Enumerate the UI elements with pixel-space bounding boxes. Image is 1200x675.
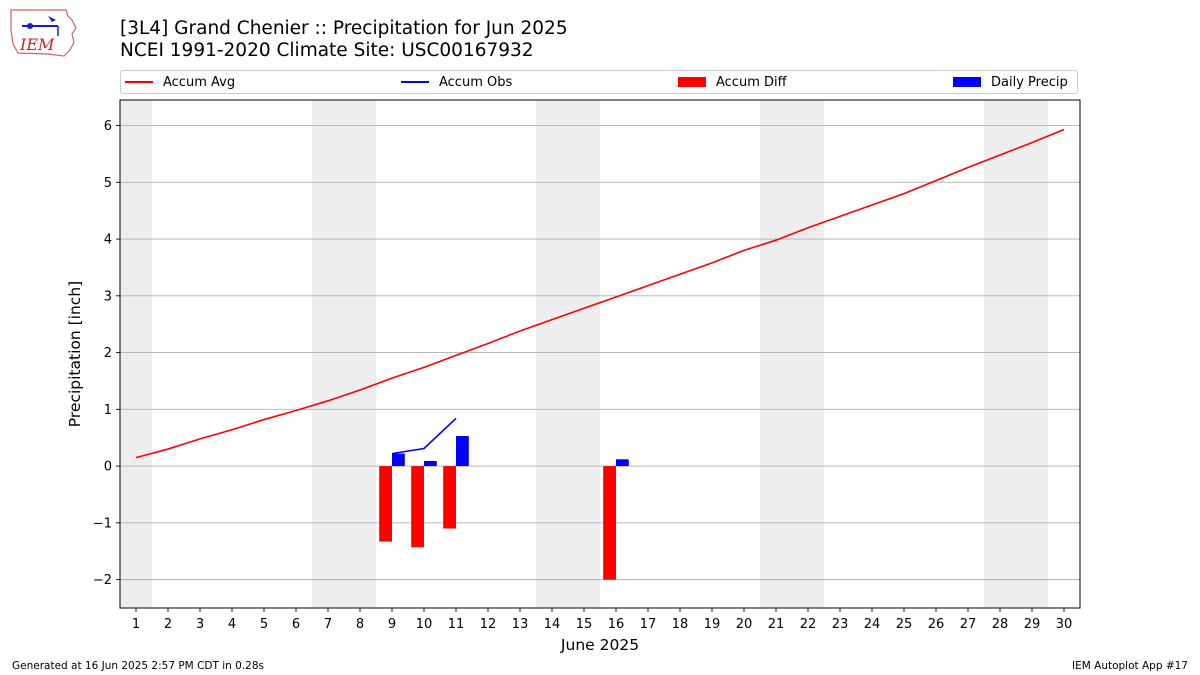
weekend-band (120, 100, 152, 608)
weekend-band (792, 100, 824, 608)
x-tick-label: 10 (416, 617, 433, 632)
x-tick-label: 29 (1024, 617, 1041, 632)
footer-app: IEM Autoplot App #17 (1072, 660, 1188, 672)
iem-logo-text: IEM (19, 35, 55, 54)
x-tick-label: 5 (260, 617, 268, 632)
y-tick-label: 0 (104, 460, 112, 475)
legend-item-accum-avg: Accum Avg (125, 71, 235, 93)
weekend-band (536, 100, 568, 608)
daily-precip-bar (456, 436, 469, 467)
weekend-band (344, 100, 376, 608)
legend-label-accum-avg: Accum Avg (163, 74, 236, 90)
x-tick-label: 19 (704, 617, 721, 632)
daily-precip-bar (424, 460, 437, 467)
x-tick-label: 3 (196, 617, 204, 632)
iem-logo: IEM (10, 9, 77, 57)
legend-swatch-accum-avg (125, 81, 153, 83)
x-tick-label: 12 (480, 617, 497, 632)
weekend-band (568, 100, 600, 608)
x-tick-label: 30 (1056, 617, 1073, 632)
accum-diff-bar (411, 466, 424, 548)
x-tick-label: 8 (356, 617, 364, 632)
weekend-band (760, 100, 792, 608)
legend-swatch-daily-precip (953, 77, 981, 87)
x-tick-label: 16 (608, 617, 625, 632)
x-tick-label: 23 (832, 617, 849, 632)
x-tick-label: 22 (800, 617, 817, 632)
legend-swatch-accum-diff (678, 77, 706, 87)
x-tick-label: 11 (448, 617, 465, 632)
x-tick-label: 18 (672, 617, 689, 632)
y-tick-label: 6 (104, 119, 112, 134)
weekend-band (312, 100, 344, 608)
x-tick-label: 26 (928, 617, 945, 632)
x-tick-label: 4 (228, 617, 236, 632)
accum-avg-line (135, 128, 1065, 459)
y-tick-label: 5 (104, 176, 112, 191)
x-tick-label: 1 (132, 617, 140, 632)
daily-precip-bar (616, 459, 629, 467)
accum-obs-line (391, 417, 457, 455)
x-axis-label: June 2025 (560, 636, 639, 654)
x-tick-label: 24 (864, 617, 881, 632)
y-tick-label: 2 (104, 346, 112, 361)
footer-generated: Generated at 16 Jun 2025 2:57 PM CDT in … (12, 660, 265, 672)
x-tick-label: 17 (640, 617, 657, 632)
chart-title-line1: [3L4] Grand Chenier :: Precipitation for… (120, 18, 568, 39)
y-tick-label: 3 (104, 289, 112, 304)
accum-diff-bar (443, 466, 456, 529)
legend-item-daily-precip: Daily Precip (953, 71, 1068, 93)
x-tick-label: 7 (324, 617, 332, 632)
accum-diff-bar (603, 466, 616, 580)
x-tick-label: 2 (164, 617, 172, 632)
x-tick-label: 9 (388, 617, 396, 632)
daily-precip-bar (392, 453, 405, 467)
chart-legend: Accum Avg Accum Obs Accum Diff Daily Pre… (120, 70, 1078, 94)
y-tick-label: 4 (104, 233, 112, 248)
legend-item-accum-obs: Accum Obs (401, 71, 512, 93)
accum-diff-bar (379, 466, 392, 542)
legend-label-daily-precip: Daily Precip (991, 74, 1068, 90)
x-tick-label: 28 (992, 617, 1009, 632)
x-tick-label: 15 (576, 617, 593, 632)
x-tick-label: 25 (896, 617, 913, 632)
weekend-band (1016, 100, 1048, 608)
plot-frame (119, 99, 1081, 609)
legend-label-accum-obs: Accum Obs (439, 74, 513, 90)
x-tick-label: 20 (736, 617, 753, 632)
chart-title-line2: NCEI 1991-2020 Climate Site: USC00167932 (120, 40, 534, 61)
x-tick-label: 6 (292, 617, 300, 632)
y-tick-label: 1 (104, 403, 112, 418)
x-tick-label: 14 (544, 617, 561, 632)
legend-label-accum-diff: Accum Diff (716, 74, 787, 90)
y-tick-label: −1 (93, 516, 112, 531)
x-tick-label: 21 (768, 617, 785, 632)
weekend-band (984, 100, 1016, 608)
chart-title: [3L4] Grand Chenier :: Precipitation for… (120, 18, 568, 62)
legend-swatch-accum-obs (401, 81, 429, 83)
x-tick-label: 27 (960, 617, 977, 632)
x-tick-label: 13 (512, 617, 529, 632)
y-tick-label: −2 (93, 573, 112, 588)
y-axis-label: Precipitation [inch] (66, 281, 84, 427)
legend-item-accum-diff: Accum Diff (678, 71, 787, 93)
